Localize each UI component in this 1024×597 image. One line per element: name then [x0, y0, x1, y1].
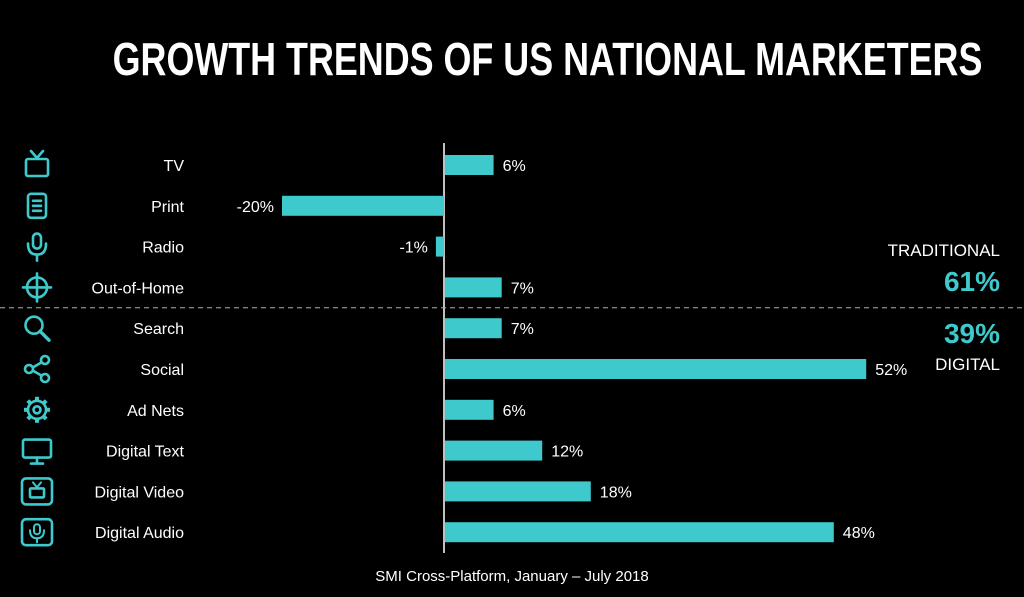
- bar-row: Print -20%: [26, 192, 444, 220]
- crosshair-icon: [21, 272, 53, 303]
- bar-row: Digital Video 18%: [20, 477, 632, 506]
- category-label: TV: [164, 158, 185, 175]
- bar: [435, 236, 444, 257]
- bar-rows: TV 6%Print -20%Radio -1%Out-of-Home 7%Search…: [20, 149, 907, 547]
- bar: [445, 481, 591, 502]
- value-label: -20%: [237, 199, 274, 216]
- bar: [282, 195, 444, 216]
- bar: [445, 318, 502, 339]
- category-label: Digital Video: [94, 484, 184, 501]
- bar-row: Radio -1%: [26, 232, 444, 262]
- video-icon: [20, 477, 54, 506]
- value-label: 7%: [511, 321, 534, 338]
- traditional-share: 61%: [943, 266, 1000, 297]
- chart-title: GROWTH TRENDS OF US NATIONAL MARKETERS: [112, 33, 983, 85]
- monitor-icon: [21, 438, 53, 465]
- category-label: Digital Audio: [95, 525, 184, 542]
- bar: [445, 277, 502, 298]
- tv-icon: [24, 149, 50, 178]
- value-label: -1%: [399, 240, 427, 257]
- value-label: 7%: [511, 280, 534, 297]
- bar: [445, 155, 494, 175]
- value-label: 6%: [503, 403, 526, 420]
- bar-row: Ad Nets 6%: [24, 396, 526, 423]
- share-icon: [23, 354, 51, 384]
- document-icon: [26, 192, 48, 220]
- value-label: 48%: [843, 525, 875, 542]
- search-icon: [24, 315, 51, 342]
- value-label: 6%: [503, 158, 526, 175]
- value-label: 12%: [551, 444, 583, 461]
- bar-row: Out-of-Home 7%: [21, 272, 534, 303]
- category-label: Search: [133, 321, 184, 338]
- bar-row: Digital Text 12%: [21, 438, 583, 465]
- audio-device-icon: [20, 517, 54, 547]
- digital-share: 39%: [943, 318, 1000, 349]
- source-footnote: SMI Cross-Platform, January – July 2018: [375, 568, 649, 585]
- gear-icon: [24, 396, 50, 423]
- bar: [445, 399, 494, 420]
- category-label: Ad Nets: [127, 403, 184, 420]
- traditional-label: TRADITIONAL: [887, 241, 1000, 260]
- category-label: Print: [151, 199, 184, 216]
- category-label: Radio: [142, 240, 184, 257]
- category-label: Digital Text: [106, 444, 185, 461]
- bar-row: Social 52%: [23, 354, 907, 384]
- bar: [445, 522, 834, 543]
- bar-row: Digital Audio 48%: [20, 517, 875, 547]
- category-label: Social: [140, 362, 184, 379]
- category-label: Out-of-Home: [92, 280, 185, 297]
- digital-label: DIGITAL: [935, 355, 1000, 374]
- bar-row: Search 7%: [24, 315, 534, 342]
- value-label: 18%: [600, 484, 632, 501]
- bar: [445, 359, 867, 379]
- bar-row: TV 6%: [24, 149, 526, 178]
- value-label: 52%: [875, 362, 907, 379]
- bar: [445, 440, 543, 461]
- microphone-icon: [26, 232, 48, 262]
